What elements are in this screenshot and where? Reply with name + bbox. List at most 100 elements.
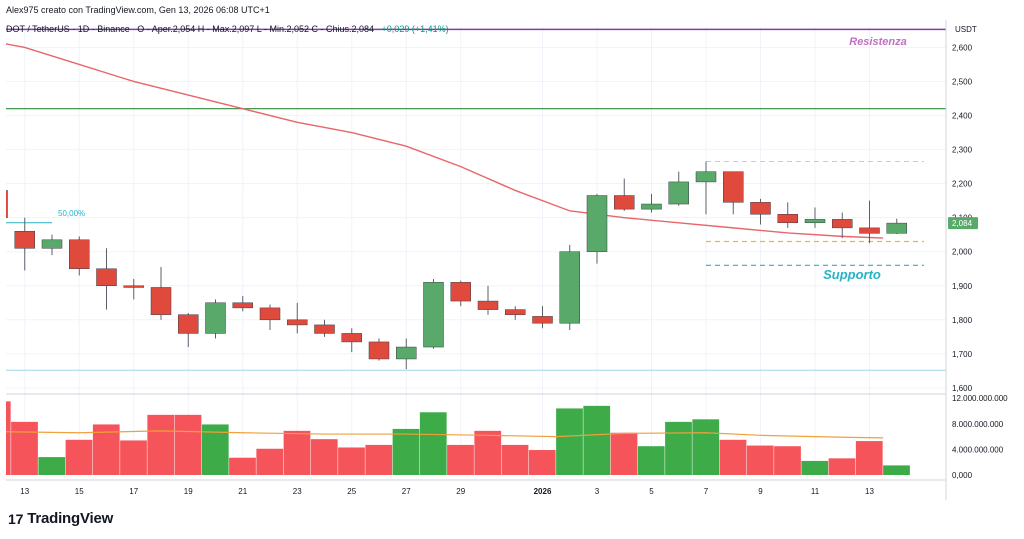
- candle: [396, 338, 417, 370]
- volume-bar: [801, 460, 829, 475]
- candle-body: [586, 195, 608, 252]
- candle-body: [205, 302, 226, 334]
- price-tick-label: 1,800: [952, 316, 973, 325]
- candle: [668, 171, 689, 206]
- candle: [859, 200, 880, 244]
- volume-bar: [474, 430, 502, 475]
- candle-body: [96, 268, 117, 287]
- brand-name: TradingView: [27, 510, 114, 527]
- time-tick-label: 13: [20, 487, 29, 496]
- candle: [14, 217, 35, 271]
- candle-body: [450, 282, 471, 302]
- candle-body: [723, 171, 744, 203]
- volume-bar: [174, 414, 202, 475]
- volume-bar: [855, 441, 883, 475]
- fib-label: 50,00%: [58, 209, 85, 218]
- candle-body: [6, 190, 8, 218]
- time-tick-label: 7: [704, 487, 709, 496]
- candle: [232, 295, 253, 312]
- candle: [368, 338, 390, 361]
- candle-body: [150, 287, 172, 315]
- volume-bar: [719, 439, 747, 475]
- volume-tick-label: 4.000.000.000: [952, 445, 1004, 454]
- candle: [559, 244, 580, 331]
- symbol-legend[interactable]: DOT / TetherUS · 1D · Binance O - Aper.2…: [6, 24, 449, 34]
- candle-body: [396, 346, 417, 360]
- volume-bar: [38, 457, 66, 475]
- candle: [886, 218, 907, 235]
- volume-bar: [583, 405, 611, 475]
- candle: [532, 306, 553, 329]
- candle-body: [14, 231, 35, 249]
- volume-bar: [692, 419, 720, 475]
- candle-body: [314, 324, 335, 334]
- price-tick-label: 2,200: [952, 180, 973, 189]
- volume-bar: [283, 430, 311, 475]
- candle-body: [614, 195, 635, 210]
- volume-bar: [447, 444, 474, 475]
- candle-body: [668, 181, 689, 205]
- chart-credit: Alex975 creato con TradingView.com, Gen …: [6, 5, 270, 15]
- candle: [287, 302, 308, 334]
- candle-body: [859, 227, 880, 234]
- candle-body: [368, 341, 390, 360]
- candle-body: [287, 319, 308, 326]
- candle: [6, 190, 8, 218]
- price-axis-unit: USDT: [955, 25, 977, 34]
- volume-bar: [556, 408, 583, 475]
- time-tick-label: 13: [865, 487, 874, 496]
- candle-body: [69, 239, 90, 269]
- time-tick-label: 19: [184, 487, 193, 496]
- time-tick-label: 2026: [534, 487, 552, 496]
- candle-body: [832, 219, 853, 229]
- volume-bar: [6, 401, 11, 475]
- candle: [695, 161, 717, 215]
- candle: [178, 312, 199, 348]
- candle-body: [123, 285, 144, 288]
- candle: [123, 278, 144, 300]
- candle-body: [804, 219, 826, 224]
- time-tick-label: 27: [402, 487, 411, 496]
- volume-bar: [528, 450, 556, 475]
- volume-bar: [338, 447, 365, 475]
- price-tick-label: 1,600: [952, 384, 973, 393]
- symbol-name: DOT / TetherUS · 1D · Binance: [6, 24, 130, 34]
- candle-body: [178, 314, 199, 334]
- time-tick-label: 17: [129, 487, 138, 496]
- tradingview-logo-icon: 17: [8, 510, 24, 527]
- volume-bar: [11, 421, 38, 475]
- volume-bar: [746, 445, 774, 475]
- tradingview-brand[interactable]: 17 TradingView: [8, 510, 113, 527]
- volume-bar: [419, 412, 447, 475]
- volume-ma-line: [6, 430, 884, 439]
- candle-body: [232, 302, 253, 309]
- volume-bar: [774, 446, 801, 475]
- candle: [314, 319, 335, 337]
- volume-bar: [501, 444, 529, 475]
- candle: [341, 328, 362, 353]
- candle-body: [259, 307, 281, 321]
- candle: [150, 267, 172, 320]
- candle: [723, 171, 744, 215]
- candle: [586, 193, 608, 264]
- price-tick-label: 2,500: [952, 77, 973, 86]
- candle: [505, 306, 526, 320]
- candle-body: [41, 239, 63, 249]
- candle-body: [695, 171, 717, 183]
- volume-bar: [65, 439, 93, 475]
- volume-bar: [610, 432, 638, 475]
- candle: [423, 278, 444, 349]
- time-tick-label: 3: [595, 487, 600, 496]
- candle-body: [423, 282, 444, 348]
- candle: [477, 285, 499, 315]
- candle-body: [886, 222, 907, 234]
- time-tick-label: 29: [456, 487, 465, 496]
- candle: [205, 299, 226, 339]
- candle: [259, 304, 281, 331]
- resistenza-label: Resistenza: [849, 36, 906, 48]
- price-tick-label: 2,400: [952, 112, 973, 121]
- volume-bar: [665, 421, 692, 475]
- ohlc-values: O - Aper.2,054 H - Max.2,097 L - Min.2,0…: [137, 24, 375, 34]
- candle: [641, 193, 662, 213]
